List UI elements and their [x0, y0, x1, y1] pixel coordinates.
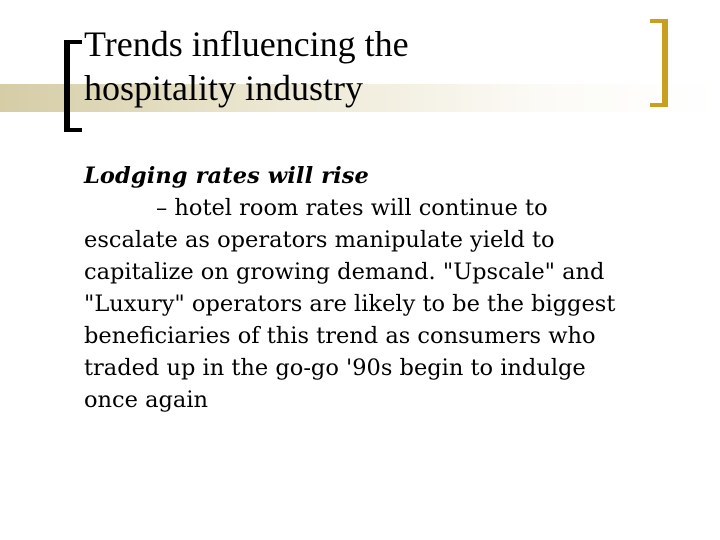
body-line: "Luxury" operators are likely to be the …	[84, 291, 616, 317]
body-line: traded up in the go-go '90s begin to ind…	[84, 355, 586, 381]
body-line: once again	[84, 387, 209, 413]
body-line: escalate as operators manipulate yield t…	[84, 227, 555, 253]
slide-title: Trends influencing the hospitality indus…	[84, 22, 604, 110]
bullet-heading: Lodging rates will rise	[84, 163, 369, 189]
body-line: capitalize on growing demand. "Upscale" …	[84, 259, 605, 285]
slide-title-line-2: hospitality industry	[84, 68, 363, 108]
body-line: beneficiaries of this trend as consumers…	[84, 323, 596, 349]
left-bracket-decoration	[64, 40, 82, 132]
slide-title-line-1: Trends influencing the	[84, 24, 409, 64]
title-accent-band	[0, 84, 720, 112]
right-bracket-decoration	[650, 19, 668, 107]
slide-body: Lodging rates will rise – hotel room rat…	[84, 160, 664, 416]
body-line: – hotel room rates will continue to	[156, 195, 548, 221]
